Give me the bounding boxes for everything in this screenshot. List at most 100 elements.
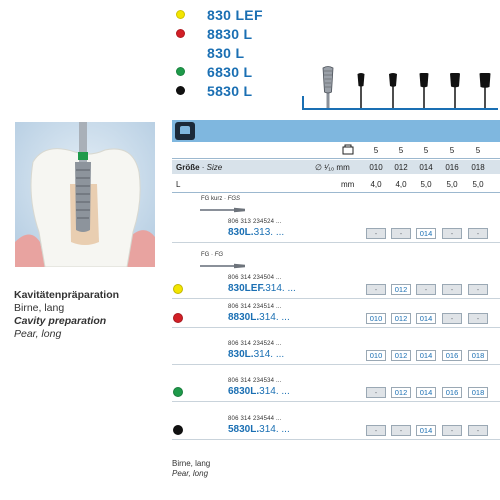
size-label: Größe · Size xyxy=(176,163,222,172)
length-cell: 5,0 xyxy=(420,180,432,189)
availability-cell: 012 xyxy=(391,350,411,361)
diamond-bur-large-icon xyxy=(322,66,334,110)
availability-cell: 012 xyxy=(391,313,411,324)
order-number: 806 313 234524 ... xyxy=(228,219,282,225)
pack-quantity-cell: 5 xyxy=(423,146,429,155)
bur-size-icon xyxy=(419,73,429,109)
pack-quantity-cell: 5 xyxy=(449,146,455,155)
size-row-background xyxy=(172,160,500,174)
availability-cell: 010 xyxy=(366,313,386,324)
baseline-marker xyxy=(302,96,304,110)
availability-cell: 014 xyxy=(416,350,436,361)
size-label-en: Size xyxy=(206,163,223,172)
size-cell: 012 xyxy=(394,163,408,172)
availability-cell: - xyxy=(366,228,386,239)
yellow-dot-icon xyxy=(176,10,185,19)
availability-cell: - xyxy=(391,425,411,436)
availability-cell: 016 xyxy=(442,350,462,361)
row-divider xyxy=(172,364,500,365)
cavity-class-icon xyxy=(175,122,195,140)
reference-suffix: 314. ... xyxy=(265,283,296,294)
row-divider xyxy=(172,192,500,193)
length-label: L xyxy=(176,180,181,189)
variant-6830l: 6830 L xyxy=(176,63,252,80)
reference-suffix: 314. ... xyxy=(259,312,290,323)
color-code-dot-icon xyxy=(173,425,183,435)
availability-cell: 012 xyxy=(391,387,411,398)
baseline xyxy=(302,108,498,110)
availability-cell: 016 xyxy=(442,387,462,398)
length-cell: 5,0 xyxy=(472,180,484,189)
availability-cell: - xyxy=(468,228,488,239)
size-unit: ∅ ¹⁄₁₀ mm xyxy=(315,163,350,172)
reference-suffix: 314. ... xyxy=(259,424,290,435)
size-cell: 014 xyxy=(419,163,433,172)
black-dot-icon xyxy=(176,86,185,95)
length-cell: 4,0 xyxy=(370,180,382,189)
shank-type-en: FGS xyxy=(227,196,241,202)
tooth-preparation-image xyxy=(15,122,155,267)
color-code-dot-icon xyxy=(173,387,183,397)
bur-size-icon xyxy=(389,73,397,109)
bur-size-icon xyxy=(450,73,460,109)
availability-cell: 010 xyxy=(366,350,386,361)
availability-cell: 012 xyxy=(391,284,411,295)
variant-name: 5830 L xyxy=(207,82,253,99)
variant-830l: 830 L xyxy=(176,44,244,61)
variant-8830l: 8830 L xyxy=(176,25,252,42)
availability-cell: - xyxy=(468,425,488,436)
mini-bur-icon xyxy=(200,263,245,269)
row-divider xyxy=(172,158,500,159)
size-cell: 016 xyxy=(445,163,459,172)
reference-number: 8830L.314. ... xyxy=(228,312,290,323)
availability-cell: 014 xyxy=(416,313,436,324)
order-number: 806 314 234544 ... xyxy=(228,416,282,422)
size-cell: 018 xyxy=(471,163,485,172)
availability-cell: - xyxy=(366,284,386,295)
header-band xyxy=(172,120,500,142)
availability-cell: - xyxy=(468,284,488,295)
variant-name: 8830 L xyxy=(207,25,253,42)
row-divider xyxy=(172,242,500,243)
red-dot-icon xyxy=(176,29,185,38)
length-cell: 4,0 xyxy=(395,180,407,189)
availability-cell: 014 xyxy=(416,228,436,239)
variant-name: 6830 L xyxy=(207,63,253,80)
size-label-de: Größe xyxy=(176,163,200,172)
reference-number: 5830L.314. ... xyxy=(228,424,290,435)
variant-830lef: 830 LEF xyxy=(176,6,263,23)
length-unit: mm xyxy=(341,180,355,189)
reference-suffix: 313. ... xyxy=(253,227,285,238)
availability-cell: - xyxy=(442,425,462,436)
color-code-dot-icon xyxy=(173,313,183,323)
row-divider xyxy=(172,298,500,299)
row-divider xyxy=(172,327,500,328)
color-code-dot-icon xyxy=(173,284,183,294)
availability-cell: - xyxy=(366,425,386,436)
pack-quantity-cell: 5 xyxy=(373,146,379,155)
reference-suffix: 314. ... xyxy=(253,349,285,360)
package-icon xyxy=(342,144,354,155)
reference-code: 8830L. xyxy=(228,312,260,323)
order-number: 806 314 234514 ... xyxy=(228,304,282,310)
bur-size-icon xyxy=(357,73,365,109)
size-label-separator: · xyxy=(199,163,207,172)
availability-cell: - xyxy=(391,228,411,239)
pack-quantity-cell: 5 xyxy=(398,146,404,155)
pack-quantity-cell: 5 xyxy=(475,146,481,155)
order-number: 806 314 234504 ... xyxy=(228,275,282,281)
reference-suffix: 314. ... xyxy=(259,386,290,397)
footer-de: Birne, lang xyxy=(172,459,211,468)
subtitle-en: Pear, long xyxy=(14,328,62,340)
variant-5830l: 5830 L xyxy=(176,82,252,99)
title-en: Cavity preparation xyxy=(14,315,107,327)
shank-type-de: FG · xyxy=(201,252,215,258)
reference-code: 830L. xyxy=(228,349,254,360)
row-divider xyxy=(172,401,500,402)
shank-type-en: FG xyxy=(214,252,224,258)
availability-cell: - xyxy=(442,228,462,239)
bur-size-icon xyxy=(479,73,491,109)
order-number: 806 314 234524 ... xyxy=(228,341,282,347)
variant-name: 830 L xyxy=(207,44,245,61)
subtitle-de: Birne, lang xyxy=(14,302,65,314)
